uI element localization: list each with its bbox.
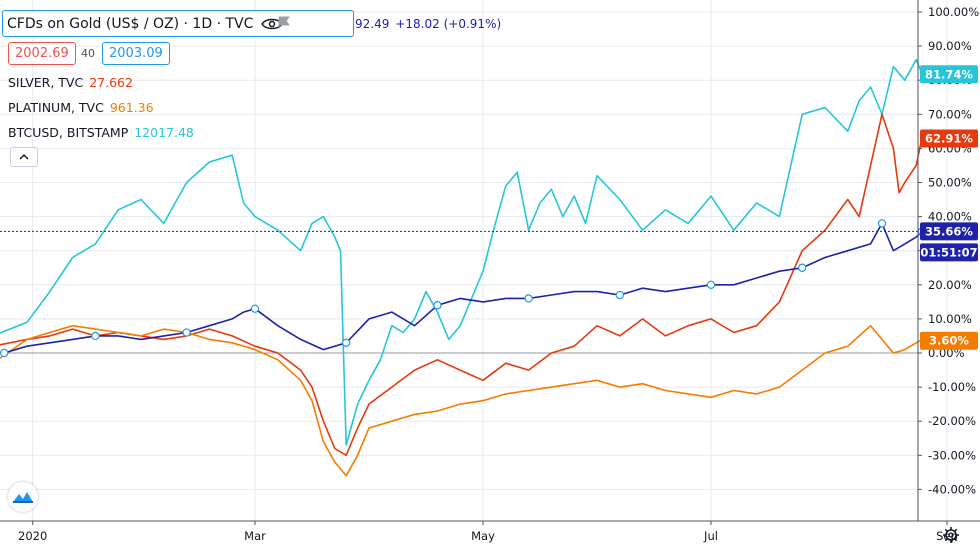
svg-text:35.66%: 35.66% xyxy=(925,224,973,238)
collapse-legend-button[interactable] xyxy=(10,147,38,167)
gold-data-point xyxy=(615,290,625,300)
series-line-2[interactable] xyxy=(0,324,923,477)
price-label: 3.60% xyxy=(920,331,978,350)
y-tick-label: -40.00% xyxy=(928,482,976,496)
gold-data-point xyxy=(91,331,100,341)
symbol-title: CFDs on Gold (US$ / OZ) · 1D · TVC xyxy=(7,15,254,32)
gold-data-point xyxy=(877,219,887,228)
legend-silver[interactable]: SILVER, TVC 27.662 xyxy=(8,75,133,90)
y-tick-label: -20.00% xyxy=(928,414,976,428)
legend-platinum-value: 961.36 xyxy=(109,100,154,115)
tradingview-logo-icon xyxy=(13,492,33,503)
spread-value: 40 xyxy=(81,47,95,60)
price-label: 35.66% xyxy=(920,222,978,241)
svg-text:01:51:07: 01:51:07 xyxy=(920,245,977,259)
series-layer xyxy=(0,58,927,477)
ask-price[interactable]: 2003.09 xyxy=(102,42,170,65)
gold-data-point xyxy=(798,263,807,272)
price-label: 81.74% xyxy=(920,65,978,84)
y-tick-label: -10.00% xyxy=(928,380,976,394)
time-axis[interactable]: 2020MarMayJulSepNov2021Mar xyxy=(0,520,980,543)
series-line-0[interactable] xyxy=(0,58,923,446)
y-tick-label: -30.00% xyxy=(928,448,976,462)
x-tick-label: Mar xyxy=(244,529,266,543)
x-tick-label: Jul xyxy=(703,529,718,543)
gold-data-point xyxy=(250,304,260,313)
y-tick-label: 90.00% xyxy=(928,39,972,53)
series-line-3[interactable] xyxy=(0,222,923,354)
change-percent: (+0.91%) xyxy=(443,17,502,31)
y-tick-label: 100.00% xyxy=(928,5,979,19)
y-tick-label: 70.00% xyxy=(928,107,972,121)
x-tick-label: May xyxy=(471,529,495,543)
legend-silver-value: 27.662 xyxy=(89,75,133,90)
legend-silver-name: SILVER, TVC xyxy=(8,75,84,90)
y-tick-label: 20.00% xyxy=(928,278,972,292)
price-labels: 81.74% 62.91% 35.66% 01:51:07 3.60% xyxy=(920,65,978,350)
legend-platinum-name: PLATINUM, TVC xyxy=(8,100,104,115)
gold-data-point xyxy=(524,294,533,303)
legend-btcusd[interactable]: BTCUSD, BITSTAMP 12017.48 xyxy=(8,125,194,140)
svg-text:3.60%: 3.60% xyxy=(929,334,969,348)
x-tick-label: 2020 xyxy=(18,529,47,543)
chevron-up-icon xyxy=(19,153,29,160)
legend-btcusd-value: 12017.48 xyxy=(134,125,194,140)
gold-data-point xyxy=(0,348,9,358)
gold-data-point xyxy=(182,328,191,337)
gold-data-point xyxy=(433,301,442,310)
svg-text:81.74%: 81.74% xyxy=(925,67,973,81)
legend-platinum[interactable]: PLATINUM, TVC 961.36 xyxy=(8,100,154,115)
bid-price[interactable]: 2002.69 xyxy=(8,42,76,65)
y-tick-label: 10.00% xyxy=(928,312,972,326)
series-line-1[interactable] xyxy=(0,113,923,457)
price-label: 62.91% xyxy=(920,129,978,148)
symbol-header[interactable]: CFDs on Gold (US$ / OZ) · 1D · TVC xyxy=(2,10,354,37)
svg-text:62.91%: 62.91% xyxy=(925,131,973,145)
y-tick-label: 40.00% xyxy=(928,210,972,224)
price-label: 01:51:07 xyxy=(920,243,978,262)
y-tick-label: 50.00% xyxy=(928,176,972,190)
gear-icon[interactable] xyxy=(942,526,960,544)
change-readout: 92.49 +18.02 (+0.91%) xyxy=(355,17,501,31)
tradingview-logo[interactable] xyxy=(8,482,38,512)
legend-btcusd-name: BTCUSD, BITSTAMP xyxy=(8,125,129,140)
last-price-partial: 92.49 xyxy=(355,17,390,31)
gold-data-point xyxy=(342,338,351,347)
change-value: +18.02 xyxy=(395,17,440,31)
flag-icon[interactable] xyxy=(277,16,291,30)
grid xyxy=(0,0,948,521)
gold-data-point xyxy=(706,280,716,289)
price-axis[interactable]: 100.00%90.00%80.00%70.00%60.00%50.00%40.… xyxy=(917,0,979,521)
